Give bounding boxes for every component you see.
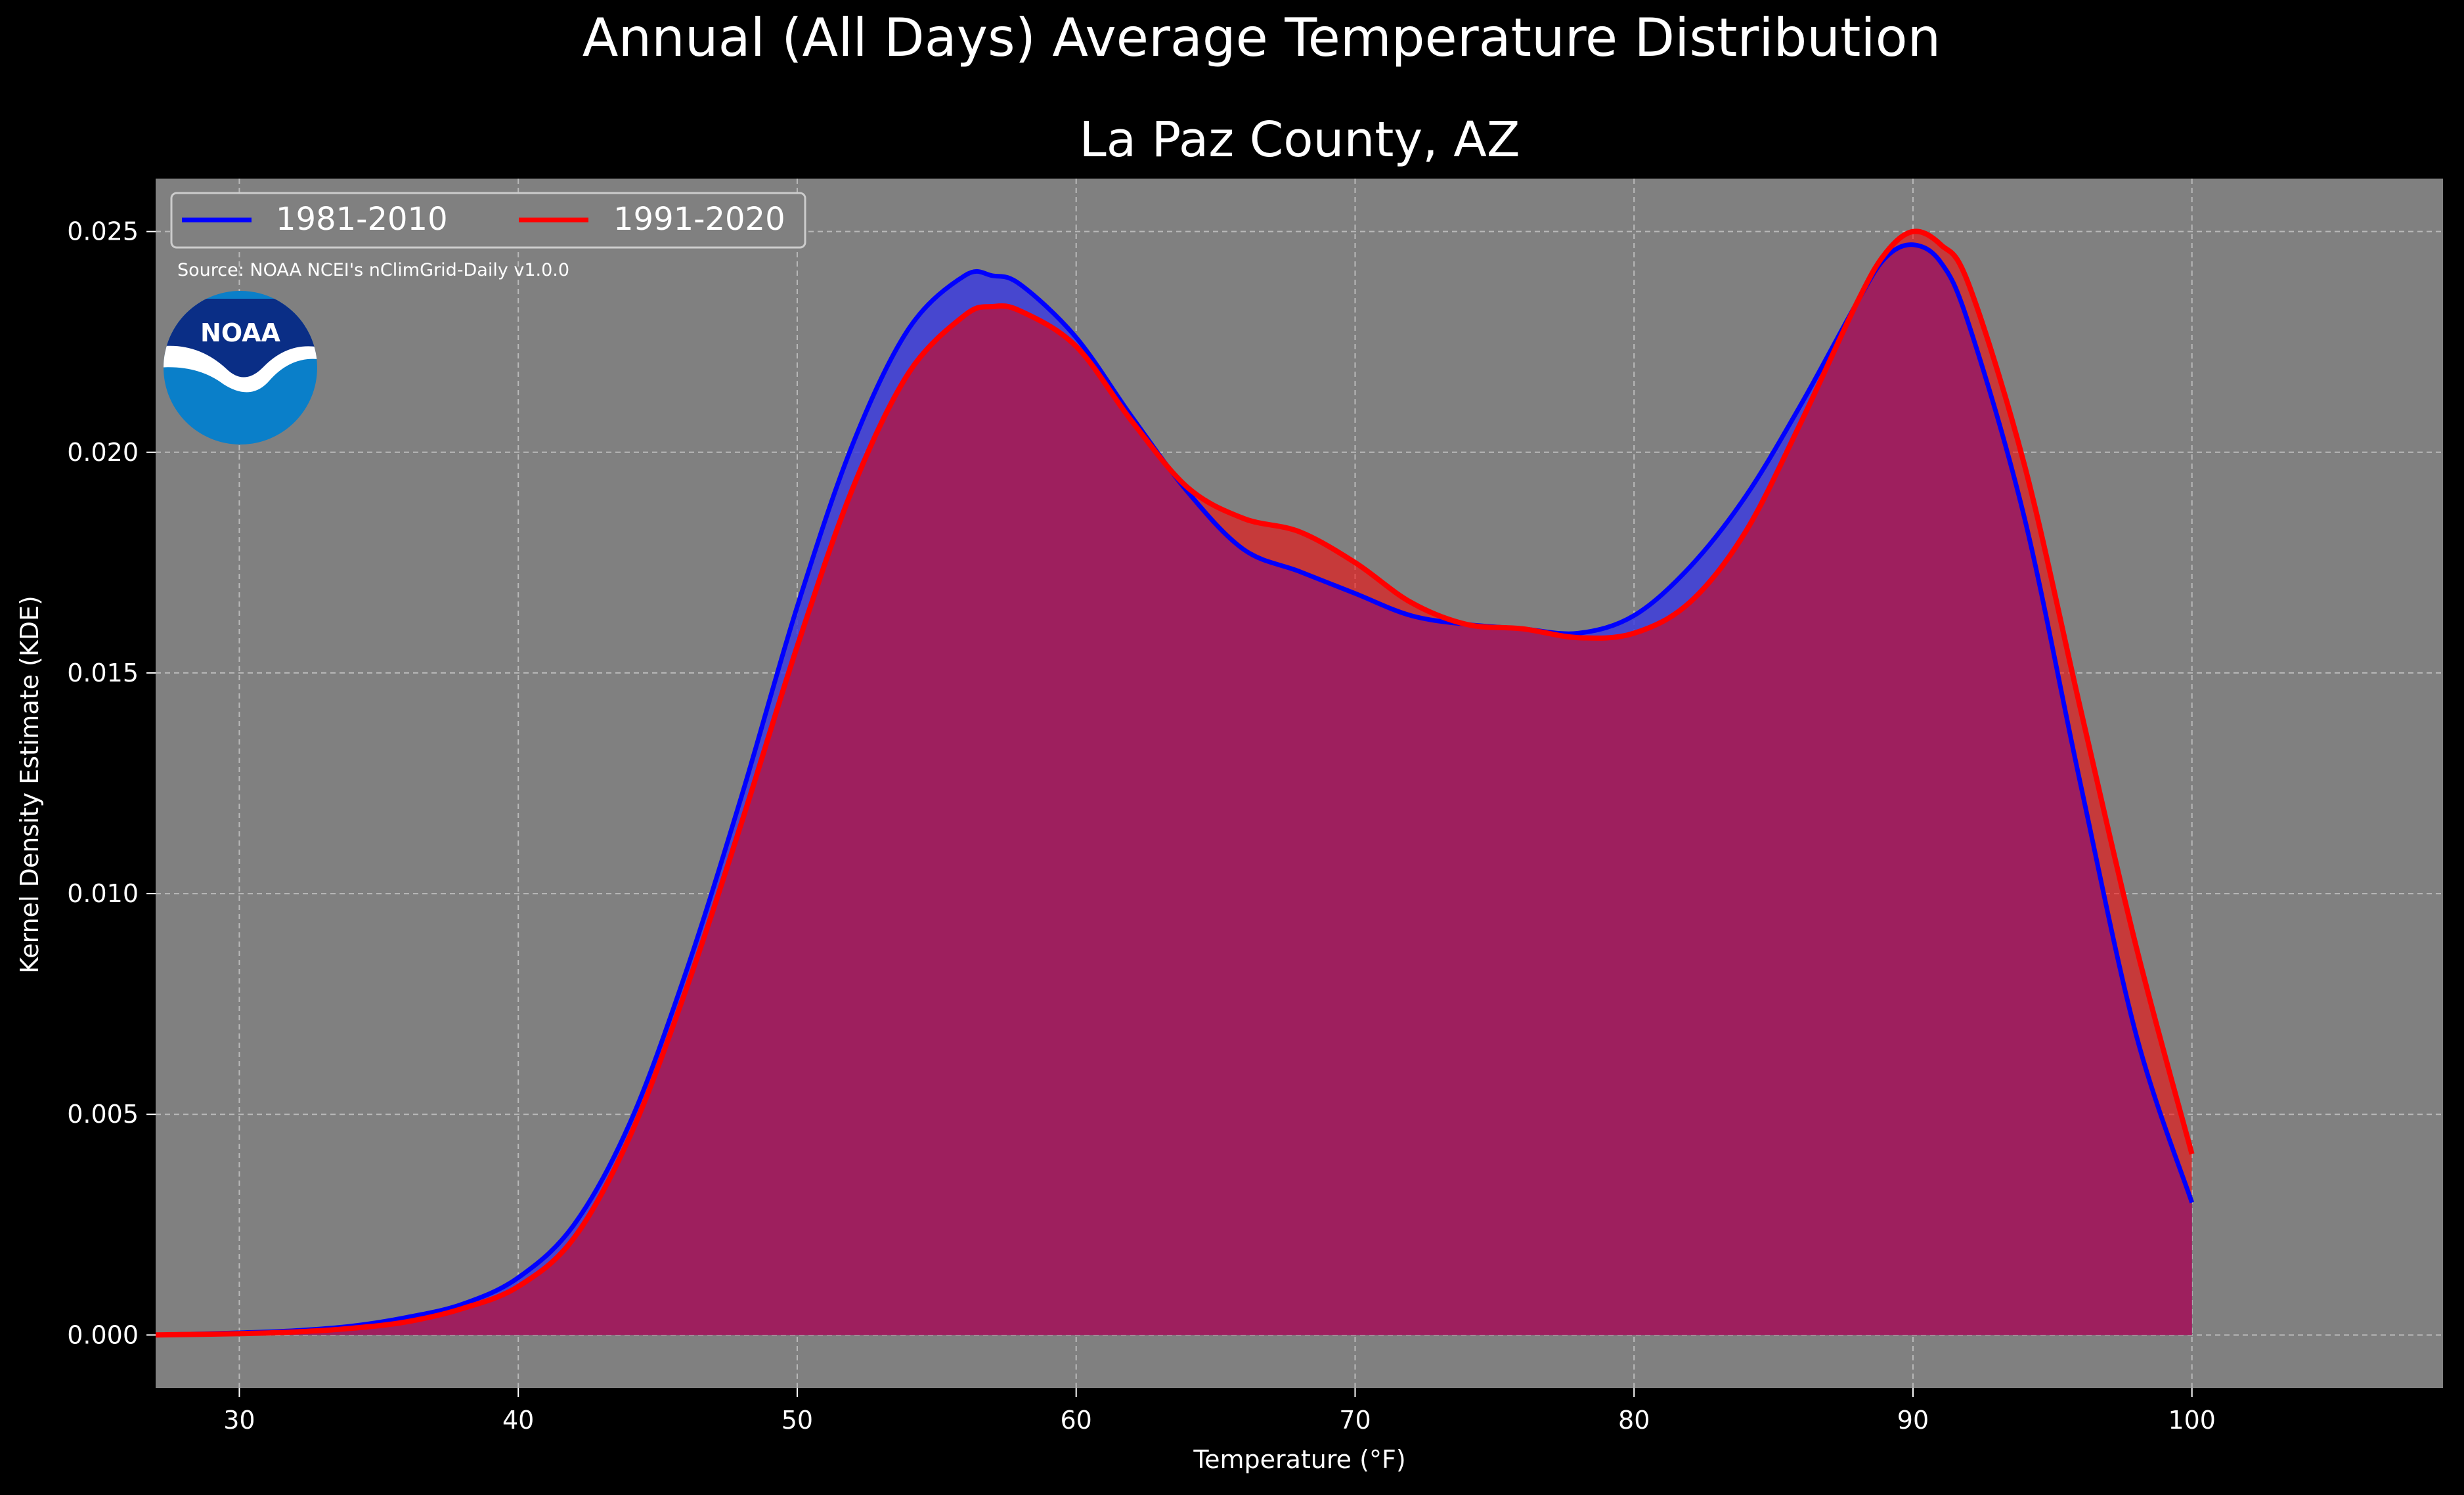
fill-overlap [156, 244, 2192, 1335]
x-axis: 30 40 50 60 70 80 90 100 [223, 1388, 2216, 1435]
y-tick-label: 0.005 [67, 1100, 139, 1129]
y-tick-label: 0.000 [67, 1320, 139, 1349]
y-tick-label: 0.015 [67, 659, 139, 687]
x-tick-label: 80 [1618, 1406, 1650, 1435]
x-tick-label: 40 [502, 1406, 534, 1435]
y-tick-label: 0.010 [67, 879, 139, 908]
legend: 1981-2010 1991-2020 [170, 192, 806, 249]
x-tick-label: 30 [223, 1406, 255, 1435]
x-tick-label: 100 [2168, 1406, 2216, 1435]
y-axis-label: Kernel Density Estimate (KDE) [15, 596, 44, 974]
legend-box [170, 192, 806, 249]
series-fills [156, 231, 2192, 1335]
x-tick-label: 90 [1897, 1406, 1929, 1435]
legend-label-1981-2010: 1981-2010 [276, 201, 448, 238]
legend-label-1991-2020: 1991-2020 [613, 201, 785, 238]
noaa-logo: NOAA [164, 291, 317, 444]
line-1981-2010 [156, 242, 2195, 1337]
y-tick-label: 0.025 [67, 217, 139, 246]
y-axis: 0.000 0.005 0.010 0.015 0.020 0.025 [67, 217, 156, 1349]
x-tick-label: 50 [781, 1406, 813, 1435]
x-tick-label: 60 [1061, 1406, 1092, 1435]
x-tick-label: 70 [1339, 1406, 1371, 1435]
chart-subtitle: La Paz County, AZ [1079, 112, 1520, 168]
series-lines [156, 228, 2195, 1338]
line-1991-2020 [156, 228, 2195, 1338]
chart-title: Annual (All Days) Average Temperature Di… [583, 7, 1941, 68]
source-note: Source: NOAA NCEI's nClimGrid-Daily v1.0… [177, 260, 569, 280]
noaa-logo-text: NOAA [200, 318, 280, 347]
y-tick-label: 0.020 [67, 438, 139, 467]
x-axis-label: Temperature (°F) [1193, 1445, 1405, 1474]
